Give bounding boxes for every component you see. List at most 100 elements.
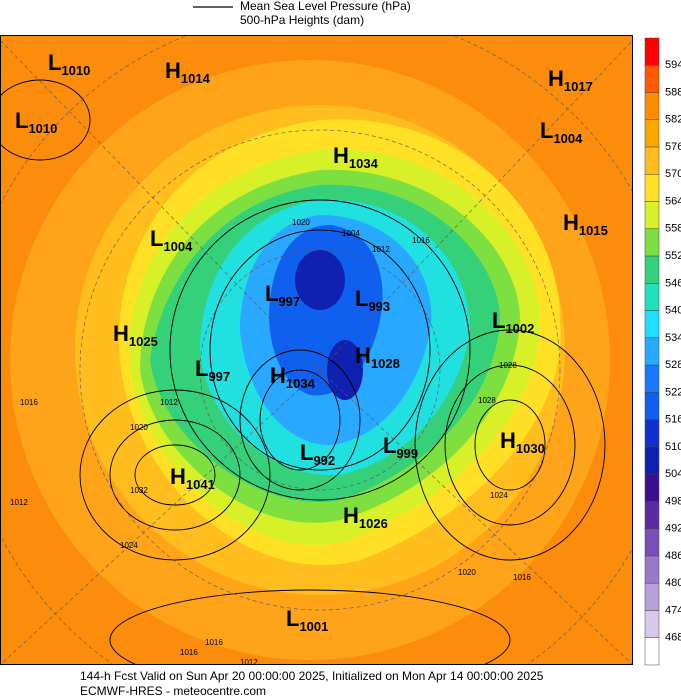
colorbar-cell <box>644 146 660 175</box>
center-kind: L <box>15 108 28 133</box>
colorbar-label: 474 <box>665 604 681 616</box>
colorbar-label: 564 <box>665 195 681 207</box>
center-kind: H <box>563 210 579 235</box>
pressure-center: L1010 <box>48 50 90 78</box>
colorbar-cell <box>644 65 660 93</box>
colorbar-label: 534 <box>665 332 681 344</box>
pressure-center: H1034 <box>333 143 379 171</box>
colorbar-cell <box>644 92 660 121</box>
center-value: 992 <box>313 453 335 468</box>
pressure-center: H1025 <box>113 321 158 349</box>
legend-text: Mean Sea Level Pressure (hPa) <box>240 0 411 13</box>
colorbar-label: 576 <box>665 141 681 153</box>
center-value: 1025 <box>129 334 158 349</box>
center-value: 999 <box>396 446 418 461</box>
isobar-label: 1032 <box>130 486 148 495</box>
pressure-center: L997 <box>195 356 230 384</box>
colorbar-cell <box>644 283 660 311</box>
colorbar-cell <box>644 174 660 202</box>
footer-text: 144-h Fcst Valid on Sun Apr 20 00:00:00 … <box>80 669 544 683</box>
colorbar-label: 498 <box>665 495 681 507</box>
colorbar-cell <box>644 637 660 666</box>
isobar-label: 1016 <box>180 648 198 657</box>
isobar-label: 1020 <box>292 218 310 227</box>
center-kind: H <box>113 321 129 346</box>
center-kind: H <box>548 66 564 91</box>
colorbar-cell <box>644 364 660 393</box>
center-kind: L <box>355 286 368 311</box>
pressure-center: H1017 <box>548 66 593 94</box>
pressure-center: L1001 <box>286 606 328 634</box>
colorbar-label: 582 <box>665 114 681 126</box>
isobar-label: 1012 <box>240 658 258 667</box>
colorbar-label: 558 <box>665 223 681 235</box>
colorbar-cell <box>644 37 660 66</box>
colorbar-label: 552 <box>665 250 681 262</box>
map-frame <box>0 35 633 665</box>
colorbar: 594 588 582 576 570 564 558 552 546 540 534 528 522 5… <box>644 37 681 666</box>
isobar-label: 1020 <box>130 423 148 432</box>
colorbar-label: 510 <box>665 441 681 453</box>
center-value: 1026 <box>359 516 388 531</box>
colorbar-label: 594 <box>665 59 681 71</box>
pressure-center: H1015 <box>563 210 608 238</box>
isobar-label: 1012 <box>160 398 178 407</box>
map <box>0 35 633 665</box>
center-kind: L <box>48 50 61 75</box>
center-value: 1002 <box>505 321 534 336</box>
pressure-center: L1002 <box>492 308 534 336</box>
colorbar-label: 504 <box>665 468 681 480</box>
pressure-center: H1041 <box>170 464 215 492</box>
pressure-center: H1014 <box>165 58 211 86</box>
isobar-label: 1024 <box>490 491 508 500</box>
pressure-center: L1004 <box>540 118 583 146</box>
pressure-center: H1028 <box>355 343 400 371</box>
pressure-center: L999 <box>383 433 418 461</box>
colorbar-cell <box>644 255 660 284</box>
legend-text: 500-hPa Heights (dam) <box>240 13 364 27</box>
center-value: 1041 <box>186 477 215 492</box>
isobar-label: 1016 <box>205 638 223 647</box>
center-kind: L <box>383 433 396 458</box>
isobar-labels: 1004 1012 1016 1020 1016 1012 1020 1012 1032 1028… <box>10 218 531 667</box>
center-kind: H <box>500 428 516 453</box>
colorbar-cell <box>644 528 660 557</box>
colorbar-cell <box>644 119 660 148</box>
isobar-label: 1016 <box>513 573 531 582</box>
colorbar-label: 492 <box>665 523 681 535</box>
pressure-center: H1034 <box>270 363 316 391</box>
center-value: 1010 <box>61 63 90 78</box>
colorbar-cell <box>644 337 660 366</box>
isobar-label: 1020 <box>458 568 476 577</box>
center-value: 1004 <box>553 131 583 146</box>
pressure-center: L1004 <box>150 226 193 254</box>
center-kind: L <box>195 356 208 381</box>
center-kind: H <box>165 58 181 83</box>
pressure-center: H1026 <box>343 503 388 531</box>
colorbar-label: 540 <box>665 305 681 317</box>
pressure-center: L997 <box>265 281 300 309</box>
colorbar-label: 486 <box>665 550 681 562</box>
graticule <box>0 35 633 665</box>
center-value: 1034 <box>349 156 379 171</box>
colorbar-label: 516 <box>665 414 681 426</box>
isobar-label: 1012 <box>10 498 28 507</box>
pressure-center: L993 <box>355 286 390 314</box>
isobar-label: 1012 <box>372 245 390 254</box>
isobar-label: 1004 <box>342 229 360 238</box>
colorbar-cell <box>644 228 660 257</box>
center-kind: L <box>300 440 313 465</box>
colorbar-label: 528 <box>665 359 681 371</box>
center-kind: H <box>270 363 286 388</box>
center-value: 1001 <box>299 619 328 634</box>
center-value: 997 <box>278 294 300 309</box>
colorbar-cell <box>644 582 660 611</box>
isobars <box>0 79 606 665</box>
colorbar-cell <box>644 610 660 638</box>
center-value: 1014 <box>181 71 211 86</box>
colorbar-cell <box>644 392 660 420</box>
center-kind: L <box>540 118 553 143</box>
colorbar-label: 588 <box>665 86 681 98</box>
center-value: 1010 <box>28 121 57 136</box>
center-kind: L <box>492 308 505 333</box>
